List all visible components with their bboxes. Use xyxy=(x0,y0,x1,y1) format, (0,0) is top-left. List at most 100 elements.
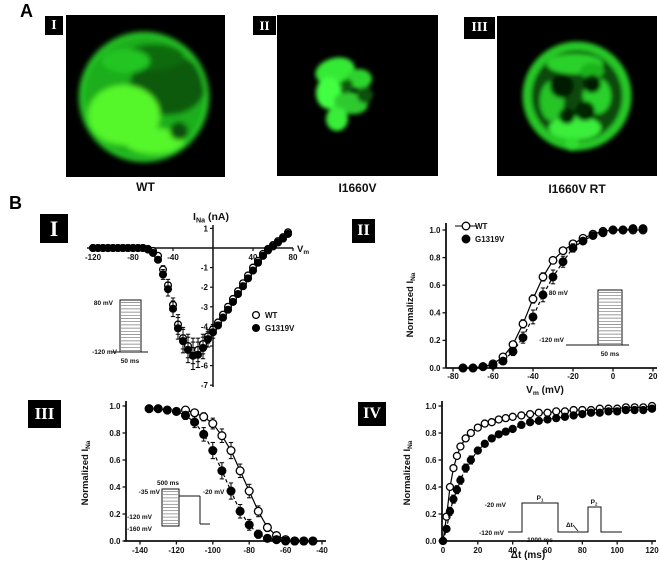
svg-text:-3: -3 xyxy=(201,303,209,312)
svg-text:1.0: 1.0 xyxy=(109,402,121,411)
svg-text:P2: P2 xyxy=(591,499,598,506)
svg-text:0.8: 0.8 xyxy=(109,429,121,438)
svg-text:0: 0 xyxy=(441,546,446,555)
fluorescence-cell-wt-image xyxy=(66,15,225,177)
svg-text:40: 40 xyxy=(508,546,517,555)
svg-text:-80: -80 xyxy=(447,372,459,381)
svg-text:0.2: 0.2 xyxy=(429,336,441,345)
svg-text:-60: -60 xyxy=(487,372,499,381)
svg-text:P1: P1 xyxy=(537,495,544,502)
svg-text:1.0: 1.0 xyxy=(429,226,441,235)
svg-text:-120 mV: -120 mV xyxy=(92,349,118,356)
fluorescence-cell-i1660v-rt-image xyxy=(497,16,657,176)
svg-text:Normalized INa: Normalized INa xyxy=(80,440,92,505)
svg-text:0.8: 0.8 xyxy=(425,429,437,438)
svg-text:-100: -100 xyxy=(205,546,222,555)
svg-text:-6: -6 xyxy=(201,362,209,371)
chart4-numeral: IV xyxy=(358,402,386,426)
panel-a3-numeral: III xyxy=(464,17,495,39)
svg-text:-160 mV: -160 mV xyxy=(127,526,153,533)
svg-text:100: 100 xyxy=(610,546,624,555)
svg-text:80: 80 xyxy=(578,546,587,555)
svg-text:1.0: 1.0 xyxy=(425,402,437,411)
svg-text:Normalized INa: Normalized INa xyxy=(405,272,417,337)
chart-recovery: 0 20 40 60 80 100 120 0.0 0.2 0.4 0.6 0.8 1.0 Normali… xyxy=(400,395,659,569)
svg-text:50 ms: 50 ms xyxy=(601,351,620,358)
svg-text:WT: WT xyxy=(265,311,278,320)
svg-text:-20: -20 xyxy=(567,372,579,381)
svg-text:80: 80 xyxy=(289,253,298,262)
svg-text:40: 40 xyxy=(249,253,258,262)
svg-text:Δt (ms): Δt (ms) xyxy=(511,550,545,561)
svg-text:0.8: 0.8 xyxy=(429,253,441,262)
svg-text:G1319V: G1319V xyxy=(475,235,505,244)
svg-text:0.2: 0.2 xyxy=(109,510,121,519)
caption-wt: WT xyxy=(136,180,155,194)
caption-i1660v: I1660V xyxy=(338,181,377,195)
panel-a1-numeral: I xyxy=(45,16,63,35)
svg-text:G1319V: G1319V xyxy=(265,324,295,333)
svg-text:0.2: 0.2 xyxy=(425,510,437,519)
svg-text:-20 mV: -20 mV xyxy=(485,502,507,509)
chart2-numeral: II xyxy=(352,219,375,243)
svg-text:Vm: Vm xyxy=(297,244,309,256)
svg-text:-60: -60 xyxy=(280,546,292,555)
svg-text:Normalized INa: Normalized INa xyxy=(402,440,414,505)
chart1-numeral: I xyxy=(40,214,68,243)
chart-inactivation: -140 -120 -100 -80 -60 -40 0.0 0.2 0.4 0.6 0.8 1.0 N… xyxy=(60,395,332,569)
svg-text:-2: -2 xyxy=(201,283,209,292)
svg-text:-80: -80 xyxy=(127,253,139,262)
svg-text:80 mV: 80 mV xyxy=(549,290,569,297)
fluorescence-cell-i1660v-image xyxy=(277,15,438,176)
svg-text:50 ms: 50 ms xyxy=(121,358,140,365)
caption-i1660v-rt: I1660V RT xyxy=(548,182,606,196)
micrograph-wt xyxy=(66,15,225,177)
svg-text:20: 20 xyxy=(473,546,482,555)
chart3-numeral: III xyxy=(28,400,61,428)
svg-text:-40: -40 xyxy=(316,546,328,555)
svg-text:0.4: 0.4 xyxy=(109,483,121,492)
svg-text:0.0: 0.0 xyxy=(429,364,441,373)
svg-text:500 ms: 500 ms xyxy=(157,480,179,487)
svg-text:-7: -7 xyxy=(201,381,209,390)
svg-text:-40: -40 xyxy=(167,253,179,262)
svg-text:-40: -40 xyxy=(527,372,539,381)
svg-text:-4: -4 xyxy=(201,322,209,331)
svg-text:0.0: 0.0 xyxy=(425,537,437,546)
micrograph-i1660v-rt xyxy=(497,16,657,176)
svg-text:-120: -120 xyxy=(168,546,185,555)
svg-text:0.6: 0.6 xyxy=(425,456,437,465)
svg-text:WT: WT xyxy=(475,222,488,231)
svg-text:-120: -120 xyxy=(85,253,102,262)
svg-text:-120 mV: -120 mV xyxy=(127,514,153,521)
svg-text:-35 mV: -35 mV xyxy=(139,489,161,496)
panel-b-label: B xyxy=(9,193,22,213)
svg-text:-20 mV: -20 mV xyxy=(203,489,225,496)
svg-text:0.4: 0.4 xyxy=(425,483,437,492)
svg-text:20: 20 xyxy=(649,372,658,381)
panel-a2-numeral: II xyxy=(253,16,276,35)
svg-text:60: 60 xyxy=(543,546,552,555)
svg-text:0.6: 0.6 xyxy=(429,281,441,290)
svg-text:120: 120 xyxy=(645,546,659,555)
svg-text:80 mV: 80 mV xyxy=(94,300,114,307)
svg-text:Δt: Δt xyxy=(566,522,574,529)
svg-text:0: 0 xyxy=(611,372,616,381)
panel-a-label: A xyxy=(20,1,33,21)
svg-text:-1: -1 xyxy=(201,264,209,273)
svg-text:INa (nA): INa (nA) xyxy=(193,211,229,224)
svg-text:-120 mV: -120 mV xyxy=(479,530,505,537)
svg-text:-140: -140 xyxy=(132,546,149,555)
svg-text:1000 ms: 1000 ms xyxy=(527,537,553,544)
micrograph-i1660v xyxy=(277,15,438,176)
svg-text:-120 mV: -120 mV xyxy=(539,337,565,344)
svg-text:1: 1 xyxy=(204,224,209,233)
svg-text:0.0: 0.0 xyxy=(109,537,121,546)
svg-text:-80: -80 xyxy=(243,546,255,555)
svg-text:0.4: 0.4 xyxy=(429,309,441,318)
svg-text:Vm (mV): Vm (mV) xyxy=(526,385,564,397)
svg-text:0.6: 0.6 xyxy=(109,456,121,465)
chart-activation: -80 -60 -40 -20 0 20 0.0 0.2 0.4 0.6 0.8 1.0 Normali… xyxy=(405,210,659,400)
